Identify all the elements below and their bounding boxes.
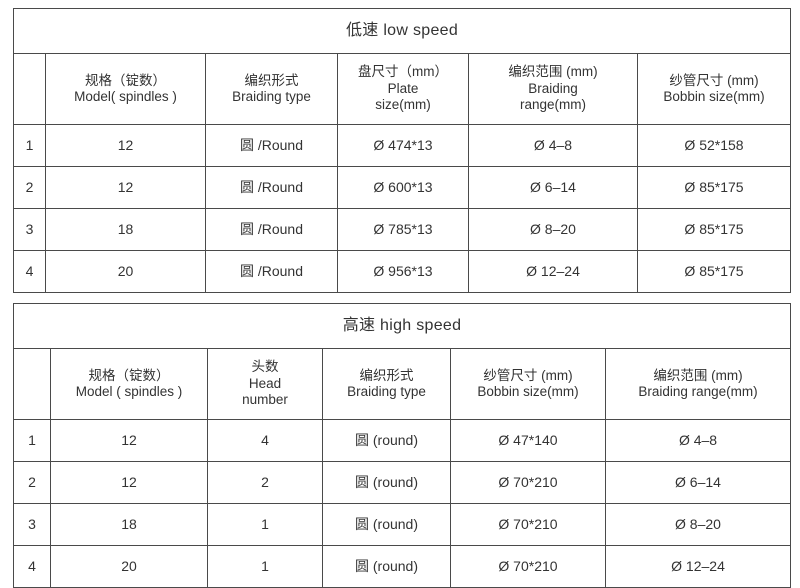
table-row: 3 18 圆 /Round Ø 785*13 Ø 8–20 Ø 85*175: [13, 208, 792, 251]
header-model-spindles: 规格（锭数） Model( spindles ): [45, 53, 206, 125]
cell-plate-size: Ø 785*13: [337, 208, 469, 251]
row-index: 3: [13, 503, 51, 546]
row-index: 1: [13, 124, 46, 167]
cell-braiding-type: 圆 (round): [322, 503, 451, 546]
cell-braiding-type: 圆 (round): [322, 545, 451, 588]
cell-plate-size: Ø 474*13: [337, 124, 469, 167]
table-title-row: 低速 low speed: [12, 8, 792, 54]
header-braiding-range: 编织范围 (mm) Braiding range(mm): [468, 53, 638, 125]
cell-braiding-type: 圆 /Round: [205, 166, 338, 209]
row-index: 4: [13, 545, 51, 588]
cell-braiding-range: Ø 4–8: [468, 124, 638, 167]
row-index: 2: [13, 461, 51, 504]
header-index: [13, 53, 46, 125]
header-braiding-type: 编织形式 Braiding type: [205, 53, 338, 125]
cell-bobbin-size: Ø 85*175: [636, 250, 792, 293]
cell-model-spindles: 12: [45, 124, 206, 167]
cell-braiding-type: 圆 /Round: [205, 250, 338, 293]
cell-braiding-range: Ø 12–24: [604, 545, 792, 588]
cell-braiding-range: Ø 6–14: [468, 166, 638, 209]
cell-bobbin-size: Ø 70*210: [450, 461, 606, 504]
cell-bobbin-size: Ø 85*175: [636, 208, 792, 251]
cell-model-spindles: 12: [45, 166, 206, 209]
cell-bobbin-size: Ø 70*210: [450, 503, 606, 546]
row-index: 3: [13, 208, 46, 251]
cell-model-spindles: 12: [50, 461, 208, 504]
table-header-row: 规格（锭数） Model( spindles ) 编织形式 Braiding t…: [13, 53, 792, 125]
cell-head-number: 1: [207, 545, 323, 588]
low-speed-table-title: 低速 low speed: [12, 8, 792, 54]
cell-braiding-type: 圆 /Round: [205, 208, 338, 251]
table-row: 1 12 圆 /Round Ø 474*13 Ø 4–8 Ø 52*158: [13, 124, 792, 167]
cell-braiding-range: Ø 8–20: [468, 208, 638, 251]
cell-bobbin-size: Ø 47*140: [450, 419, 606, 462]
row-index: 2: [13, 166, 46, 209]
cell-braiding-type: 圆 /Round: [205, 124, 338, 167]
document-page: 低速 low speed 规格（锭数） Model( spindles ) 编织…: [12, 8, 792, 588]
cell-head-number: 1: [207, 503, 323, 546]
cell-braiding-range: Ø 12–24: [468, 250, 638, 293]
header-bobbin-size: 纱管尺寸 (mm) Bobbin size(mm): [636, 53, 792, 125]
cell-plate-size: Ø 956*13: [337, 250, 469, 293]
header-model-spindles: 规格（锭数） Model ( spindles ): [50, 348, 208, 420]
cell-model-spindles: 20: [50, 545, 208, 588]
header-braiding-type: 编织形式 Braiding type: [322, 348, 451, 420]
table-row: 3 18 1 圆 (round) Ø 70*210 Ø 8–20: [13, 503, 792, 546]
cell-bobbin-size: Ø 70*210: [450, 545, 606, 588]
cell-plate-size: Ø 600*13: [337, 166, 469, 209]
high-speed-table-title: 高速 high speed: [12, 303, 792, 349]
table-row: 2 12 2 圆 (round) Ø 70*210 Ø 6–14: [13, 461, 792, 504]
header-braiding-range: 编织范围 (mm) Braiding range(mm): [604, 348, 792, 420]
cell-braiding-type: 圆 (round): [322, 461, 451, 504]
header-bobbin-size: 纱管尺寸 (mm) Bobbin size(mm): [450, 348, 606, 420]
cell-model-spindles: 12: [50, 419, 208, 462]
table-row: 4 20 圆 /Round Ø 956*13 Ø 12–24 Ø 85*175: [13, 250, 792, 293]
cell-braiding-range: Ø 6–14: [604, 461, 792, 504]
cell-bobbin-size: Ø 52*158: [636, 124, 792, 167]
table-row: 2 12 圆 /Round Ø 600*13 Ø 6–14 Ø 85*175: [13, 166, 792, 209]
cell-braiding-type: 圆 (round): [322, 419, 451, 462]
cell-bobbin-size: Ø 85*175: [636, 166, 792, 209]
cell-head-number: 4: [207, 419, 323, 462]
table-row: 4 20 1 圆 (round) Ø 70*210 Ø 12–24: [13, 545, 792, 588]
cell-model-spindles: 18: [50, 503, 208, 546]
high-speed-spec-table: 高速 high speed 规格（锭数） Model ( spindles ) …: [12, 303, 792, 588]
table-header-row: 规格（锭数） Model ( spindles ) 头数 Head number…: [13, 348, 792, 420]
cell-model-spindles: 18: [45, 208, 206, 251]
row-index: 1: [13, 419, 51, 462]
cell-head-number: 2: [207, 461, 323, 504]
low-speed-spec-table: 低速 low speed 规格（锭数） Model( spindles ) 编织…: [12, 8, 792, 293]
cell-braiding-range: Ø 8–20: [604, 503, 792, 546]
table-row: 1 12 4 圆 (round) Ø 47*140 Ø 4–8: [13, 419, 792, 462]
table-title-row: 高速 high speed: [12, 303, 792, 349]
cell-braiding-range: Ø 4–8: [604, 419, 792, 462]
header-head-number: 头数 Head number: [207, 348, 323, 420]
header-index: [13, 348, 51, 420]
header-plate-size: 盘尺寸（mm） Plate size(mm): [337, 53, 469, 125]
cell-model-spindles: 20: [45, 250, 206, 293]
row-index: 4: [13, 250, 46, 293]
